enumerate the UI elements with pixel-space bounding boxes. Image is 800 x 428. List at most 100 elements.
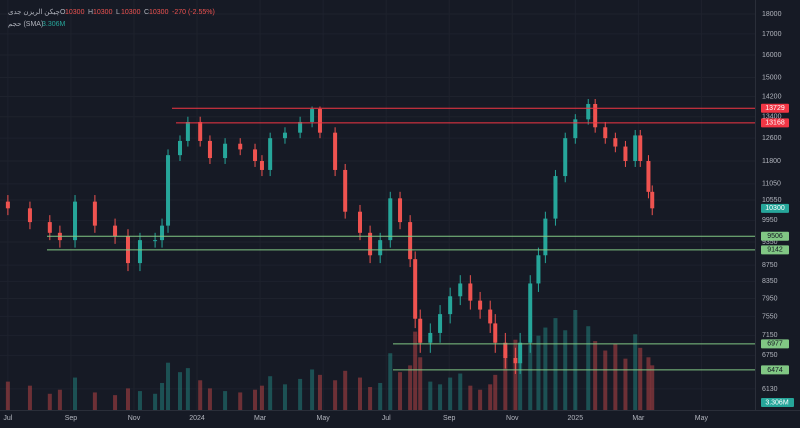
candle-body — [207, 140, 212, 159]
candle-body — [563, 138, 568, 177]
volume-bar — [113, 395, 118, 410]
level-tag-label: 6977 — [767, 341, 783, 348]
y-tick-label: 13400 — [762, 114, 782, 121]
level-tag — [761, 245, 789, 255]
level-tag — [761, 118, 789, 128]
volume-bar — [536, 335, 541, 410]
volume-bar — [613, 343, 618, 410]
y-tick-label: 7550 — [762, 313, 778, 320]
ohlc-key: O — [60, 9, 66, 16]
volume-bar — [333, 380, 338, 410]
volume-bar — [518, 361, 523, 410]
y-tick-label: 6750 — [762, 352, 778, 359]
candle-body — [468, 283, 473, 301]
volume-bar — [268, 376, 273, 410]
candle-body — [253, 149, 258, 161]
candle-body — [358, 211, 363, 233]
volume-bar — [223, 391, 228, 410]
volume-bar — [543, 327, 548, 410]
candle-body — [343, 169, 348, 212]
candle-body — [493, 323, 498, 343]
volume-bar — [650, 365, 655, 410]
volume-bar — [493, 374, 498, 410]
x-tick-label: Mar — [632, 415, 645, 422]
y-tick-label: 9950 — [762, 217, 778, 224]
x-tick-label: Jul — [382, 415, 391, 422]
candle-body — [428, 332, 433, 343]
candle-body — [378, 240, 383, 256]
candle-body — [488, 309, 493, 324]
volume-bar — [207, 388, 212, 410]
candle-body — [543, 218, 548, 256]
ohlc-value: 10300 — [149, 9, 169, 16]
y-tick-label: 16000 — [762, 52, 782, 59]
ohlc-key: H — [88, 9, 93, 16]
volume-bar — [593, 341, 598, 410]
y-tick-label: 18000 — [762, 11, 782, 18]
x-tick-label: Nov — [128, 415, 141, 422]
ohlc-value: 10300 — [65, 9, 85, 16]
volume-bar — [358, 377, 363, 410]
volume-bar — [317, 374, 322, 410]
volume-bar — [137, 391, 142, 410]
volume-bar — [438, 384, 443, 410]
y-tick-label: 9350 — [762, 239, 778, 246]
candle-body — [418, 318, 423, 343]
y-tick-label: 8350 — [762, 278, 778, 285]
volume-bar — [418, 357, 423, 410]
candle-body — [178, 140, 183, 156]
volume-bar — [259, 385, 264, 410]
volume-bar — [513, 339, 518, 410]
candle-body — [137, 240, 142, 264]
candle-body — [593, 103, 598, 128]
candle-body — [27, 208, 32, 223]
candle-body — [646, 160, 651, 192]
candle-body — [368, 232, 373, 256]
volume-bar — [92, 392, 97, 410]
volume-bar — [185, 368, 190, 410]
volume-bar — [623, 358, 628, 410]
y-tick-label: 11050 — [762, 181, 781, 188]
volume-bar — [603, 350, 608, 410]
y-tick-label: 12600 — [762, 135, 782, 142]
volume-bar — [282, 384, 287, 410]
volume-bar — [166, 362, 171, 410]
candle-body — [408, 222, 413, 260]
candle-body — [528, 283, 533, 343]
volume-bar — [408, 365, 413, 410]
y-tick-label: 17000 — [762, 31, 782, 38]
level-tag — [761, 231, 789, 241]
candle-body — [92, 201, 97, 226]
ohlc-key: L — [116, 9, 120, 16]
y-tick-label: 14200 — [762, 93, 782, 100]
volume-bar — [57, 389, 62, 410]
volume-bar — [253, 389, 258, 410]
y-tick-label: 6130 — [762, 386, 778, 393]
volume-bar — [478, 389, 483, 410]
volume-bar — [573, 310, 578, 410]
volume-bar — [125, 388, 130, 410]
y-tick-label: 8750 — [762, 262, 778, 269]
volume-bar — [178, 372, 183, 410]
y-tick-label: 7150 — [762, 332, 778, 339]
candle-body — [160, 225, 165, 241]
volume-bar — [378, 382, 383, 410]
volume-bar — [310, 369, 315, 410]
candle-body — [298, 121, 303, 133]
candle-body — [153, 240, 158, 242]
volume-bar — [638, 347, 643, 410]
candle-body — [503, 342, 508, 358]
volume-bar — [47, 393, 52, 410]
symbol-name: چیکن الریزن جدی — [8, 8, 60, 16]
volume-bar — [298, 378, 303, 410]
candle-body — [73, 201, 78, 241]
volume-bar — [488, 384, 493, 410]
candle-body — [638, 135, 643, 161]
candle-body — [650, 191, 655, 209]
x-tick-label: Sep — [65, 415, 78, 422]
volume-bar — [428, 381, 433, 410]
candle-body — [586, 103, 591, 120]
candle-body — [317, 109, 322, 133]
candle-body — [613, 138, 618, 147]
candle-body — [198, 121, 203, 141]
